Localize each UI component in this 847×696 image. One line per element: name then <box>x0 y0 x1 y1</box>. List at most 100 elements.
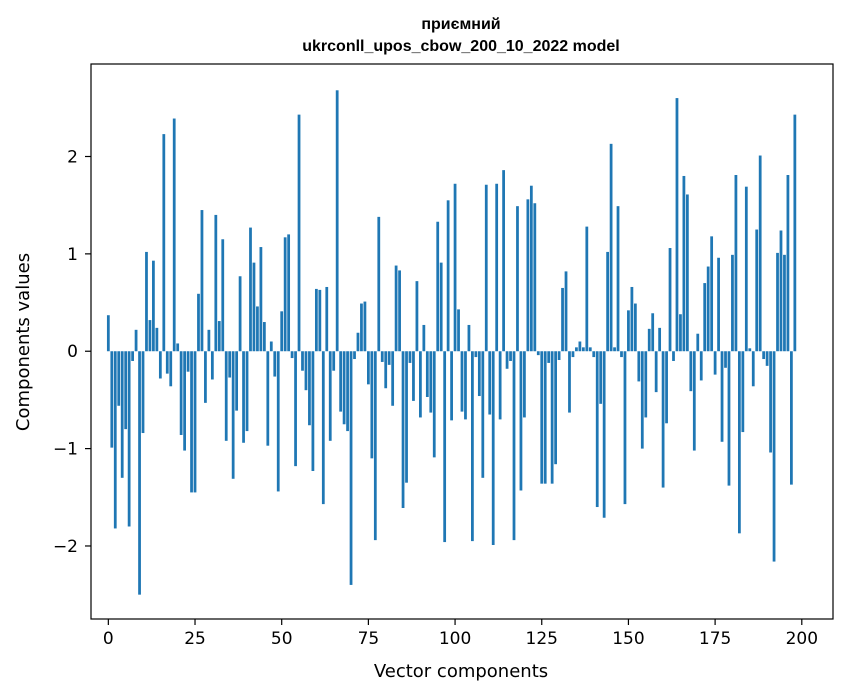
bar <box>162 134 166 352</box>
bar <box>457 309 460 352</box>
bar <box>249 227 252 352</box>
bar <box>606 251 610 352</box>
bar <box>647 328 651 352</box>
bar <box>633 303 637 352</box>
bar <box>373 351 377 541</box>
bar <box>290 351 294 359</box>
bar <box>429 351 433 413</box>
bar <box>505 351 509 369</box>
x-tick-label: 0 <box>103 629 114 649</box>
bar <box>672 351 675 361</box>
bar <box>304 351 308 391</box>
x-tick-label: 50 <box>271 629 293 649</box>
bar <box>436 221 440 352</box>
bar <box>536 351 540 356</box>
bar <box>155 327 159 352</box>
bar <box>595 351 599 508</box>
y-axis-label: Components values <box>13 253 34 431</box>
bar <box>450 351 453 421</box>
bar <box>443 351 447 543</box>
y-axis-ticks: −2 −1 0 1 2 <box>53 148 91 557</box>
bar <box>602 351 606 518</box>
bar <box>387 351 391 365</box>
bar <box>380 351 384 362</box>
bar <box>117 351 121 406</box>
bar <box>765 351 769 366</box>
bar <box>665 351 668 424</box>
bar <box>758 155 762 352</box>
bar <box>419 351 422 418</box>
bar <box>228 351 232 378</box>
bar <box>786 175 790 352</box>
bar <box>259 247 263 352</box>
bar <box>675 98 679 352</box>
bar <box>453 183 457 352</box>
bar <box>692 351 696 451</box>
bar <box>360 303 363 352</box>
bar <box>731 254 734 352</box>
bar <box>599 351 603 404</box>
bar <box>169 351 173 387</box>
bar <box>197 293 200 352</box>
bar <box>720 351 724 442</box>
bar <box>699 351 703 381</box>
bar <box>231 351 235 479</box>
bar <box>131 351 134 361</box>
bar <box>325 286 329 352</box>
bar <box>654 351 658 393</box>
bar <box>783 254 786 352</box>
bar <box>176 343 180 352</box>
bar <box>179 351 183 435</box>
bar <box>755 229 759 352</box>
bar <box>280 311 284 352</box>
bar <box>394 265 398 352</box>
bar <box>235 351 239 411</box>
bar <box>200 210 204 352</box>
bar <box>509 351 512 361</box>
bar <box>314 288 318 352</box>
bar <box>124 351 128 430</box>
bar <box>113 351 117 529</box>
bar <box>193 351 197 493</box>
bar <box>658 327 662 352</box>
x-tick-label: 150 <box>612 629 644 649</box>
bar <box>592 351 596 358</box>
bar-series <box>106 90 797 595</box>
x-tick-label: 200 <box>786 629 818 649</box>
x-axis-label: Vector components <box>374 661 548 682</box>
bar <box>571 351 575 358</box>
bar <box>252 262 256 352</box>
bar <box>446 200 450 352</box>
bar <box>689 351 693 392</box>
bar <box>342 351 346 425</box>
bar <box>772 351 776 562</box>
bar <box>578 341 582 352</box>
bar <box>717 257 720 352</box>
bar <box>620 351 623 358</box>
bar <box>245 351 249 432</box>
bar <box>464 351 467 420</box>
bar <box>318 289 322 352</box>
bar <box>550 351 554 484</box>
bar <box>138 351 141 595</box>
bar <box>294 351 297 467</box>
bar <box>262 322 266 352</box>
bar <box>204 351 207 403</box>
bar <box>751 351 755 387</box>
bar <box>627 310 630 352</box>
bar <box>529 185 533 352</box>
bar <box>661 351 665 488</box>
bar <box>477 351 481 397</box>
bar <box>120 351 124 478</box>
bar <box>471 351 474 542</box>
bar <box>412 351 415 401</box>
bar <box>776 252 779 352</box>
bar <box>727 351 731 486</box>
bar <box>543 351 547 484</box>
bar <box>391 351 395 406</box>
bar <box>561 287 564 352</box>
bar <box>557 351 561 360</box>
bar <box>682 175 686 352</box>
bar <box>568 351 571 413</box>
y-tick-label: −1 <box>53 440 78 460</box>
